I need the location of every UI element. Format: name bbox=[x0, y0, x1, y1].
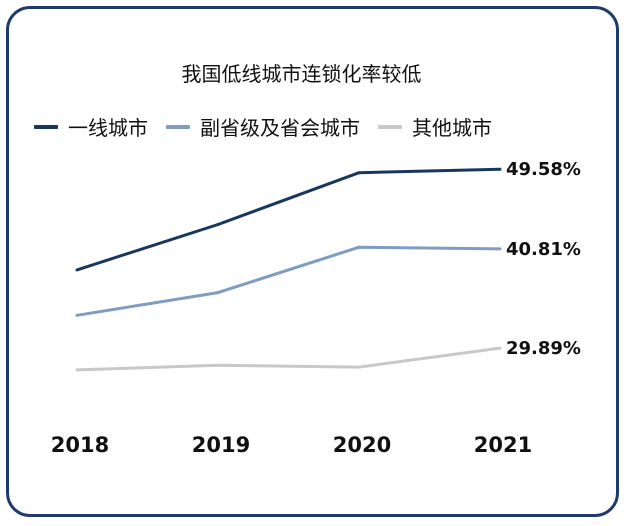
legend-label-2: 其他城市 bbox=[412, 116, 492, 140]
legend-item-series-0: 一线城市 bbox=[34, 112, 148, 141]
chart-legend: 一线城市 副省级及省会城市 其他城市 bbox=[34, 112, 510, 141]
data-point-s1-2 bbox=[357, 245, 361, 249]
legend-swatch-1 bbox=[166, 124, 190, 129]
data-point-s0-3 bbox=[498, 167, 502, 171]
x-tick-label-1: 2019 bbox=[192, 433, 250, 457]
series-line-1 bbox=[76, 245, 501, 317]
legend-item-series-1: 副省级及省会城市 bbox=[166, 112, 360, 141]
data-label-series-1: 40.81% bbox=[506, 239, 581, 260]
chart-title: 我国低线城市连锁化率较低 bbox=[181, 62, 422, 86]
data-point-s0-1 bbox=[216, 223, 220, 226]
legend-label-1: 副省级及省会城市 bbox=[200, 116, 360, 140]
legend-label-0: 一线城市 bbox=[68, 116, 148, 140]
x-tick-label-3: 2021 bbox=[474, 433, 532, 457]
data-point-s2-3 bbox=[498, 346, 502, 350]
x-tick-label-2: 2020 bbox=[333, 433, 391, 457]
data-label-series-2: 29.89% bbox=[506, 338, 581, 359]
legend-item-series-2: 其他城市 bbox=[378, 112, 492, 141]
data-point-s2-1 bbox=[216, 363, 220, 367]
data-point-s2-0 bbox=[75, 368, 79, 372]
series-line-0 bbox=[76, 167, 501, 272]
data-point-s2-2 bbox=[357, 365, 361, 369]
x-tick-label-0: 2018 bbox=[51, 433, 109, 457]
data-point-s0-0 bbox=[75, 268, 79, 272]
data-point-s0-2 bbox=[357, 171, 361, 175]
data-point-s1-0 bbox=[75, 313, 79, 317]
series-line-2 bbox=[76, 346, 501, 372]
legend-swatch-2 bbox=[378, 124, 402, 129]
legend-swatch-0 bbox=[34, 124, 58, 129]
data-point-s1-3 bbox=[498, 247, 502, 251]
data-label-series-0: 49.58% bbox=[506, 159, 581, 180]
data-point-s1-1 bbox=[216, 291, 220, 295]
